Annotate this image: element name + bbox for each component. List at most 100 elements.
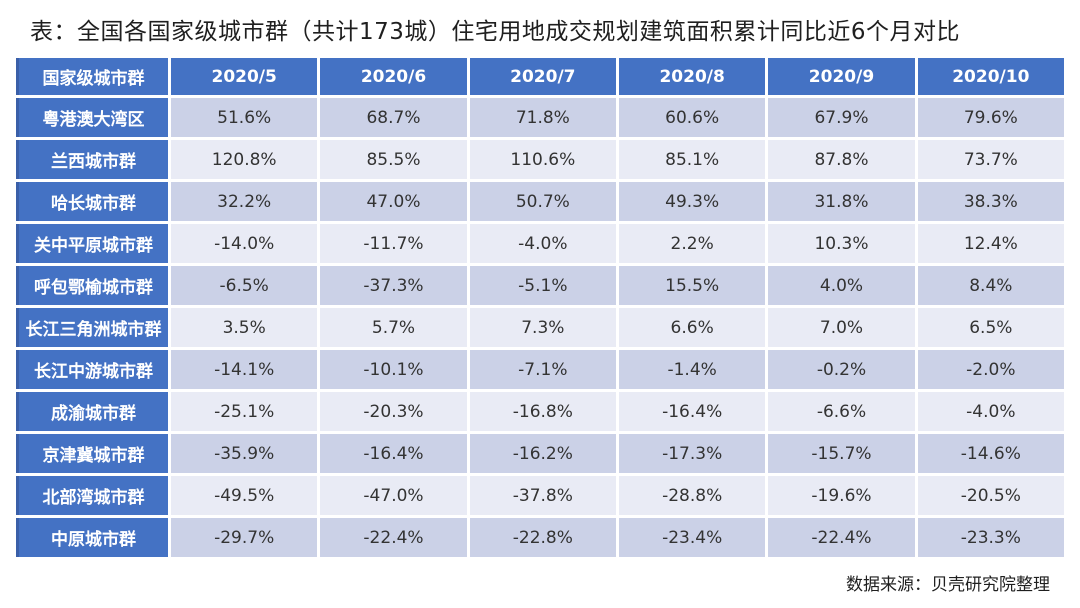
data-cell: -37.8% (469, 476, 616, 515)
data-cell: -25.1% (171, 392, 318, 431)
table-row: 成渝城市群 -25.1% -20.3% -16.8% -16.4% -6.6% -4.0% (16, 392, 1064, 431)
table-row: 长江三角洲城市群 3.5% 5.7% 7.3% 6.6% 7.0% 6.5% (16, 308, 1064, 347)
row-label: 中原城市群 (16, 518, 168, 557)
data-cell: 38.3% (917, 182, 1064, 221)
data-cell: -23.3% (917, 518, 1064, 557)
data-cell: -29.7% (171, 518, 318, 557)
data-cell: -20.5% (917, 476, 1064, 515)
data-cell: -17.3% (618, 434, 766, 473)
data-cell: -37.3% (320, 266, 467, 305)
data-cell: -20.3% (320, 392, 467, 431)
data-cell: 60.6% (618, 98, 766, 137)
data-cell: 8.4% (917, 266, 1064, 305)
data-cell: -22.4% (320, 518, 467, 557)
data-cell: -10.1% (320, 350, 467, 389)
data-cell: 2.2% (618, 224, 766, 263)
data-cell: -15.7% (768, 434, 915, 473)
data-cell: 31.8% (768, 182, 915, 221)
data-cell: -4.0% (917, 392, 1064, 431)
table-header: 国家级城市群 2020/5 2020/6 2020/7 2020/8 2020/9 2020… (16, 58, 1064, 95)
header-cell-month: 2020/6 (320, 58, 467, 95)
data-cell: -16.2% (469, 434, 616, 473)
data-cell: -35.9% (171, 434, 318, 473)
data-cell: 51.6% (171, 98, 318, 137)
header-row: 国家级城市群 2020/5 2020/6 2020/7 2020/8 2020/9 2020… (16, 58, 1064, 95)
data-cell: 50.7% (469, 182, 616, 221)
data-cell: -28.8% (618, 476, 766, 515)
row-label: 长江中游城市群 (16, 350, 168, 389)
data-cell: 3.5% (171, 308, 318, 347)
table-row: 粤港澳大湾区 51.6% 68.7% 71.8% 60.6% 67.9% 79.6% (16, 98, 1064, 137)
data-cell: 4.0% (768, 266, 915, 305)
data-source-note: 数据来源：贝壳研究院整理 (846, 575, 1050, 595)
data-cell: 32.2% (171, 182, 318, 221)
header-cell-row-label: 国家级城市群 (16, 58, 168, 95)
data-cell: -16.4% (320, 434, 467, 473)
table-row: 关中平原城市群 -14.0% -11.7% -4.0% 2.2% 10.3% 12.4% (16, 224, 1064, 263)
data-cell: 6.6% (618, 308, 766, 347)
data-cell: -14.6% (917, 434, 1064, 473)
table-row: 哈长城市群 32.2% 47.0% 50.7% 49.3% 31.8% 38.3% (16, 182, 1064, 221)
data-cell: 15.5% (618, 266, 766, 305)
data-cell: 5.7% (320, 308, 467, 347)
data-cell: 68.7% (320, 98, 467, 137)
header-cell-month: 2020/8 (618, 58, 766, 95)
data-cell: -2.0% (917, 350, 1064, 389)
data-cell: -47.0% (320, 476, 467, 515)
data-cell: 79.6% (917, 98, 1064, 137)
data-cell: -6.6% (768, 392, 915, 431)
data-cell: 73.7% (917, 140, 1064, 179)
data-cell: -11.7% (320, 224, 467, 263)
data-cell: -6.5% (171, 266, 318, 305)
data-cell: -22.8% (469, 518, 616, 557)
data-cell: -1.4% (618, 350, 766, 389)
data-cell: -7.1% (469, 350, 616, 389)
data-cell: -0.2% (768, 350, 915, 389)
data-cell: -14.1% (171, 350, 318, 389)
table-row: 兰西城市群 120.8% 85.5% 110.6% 85.1% 87.8% 73.7% (16, 140, 1064, 179)
row-label: 粤港澳大湾区 (16, 98, 168, 137)
data-cell: 87.8% (768, 140, 915, 179)
data-cell: 71.8% (469, 98, 616, 137)
data-cell: 12.4% (917, 224, 1064, 263)
row-label: 关中平原城市群 (16, 224, 168, 263)
row-label: 京津冀城市群 (16, 434, 168, 473)
data-cell: 10.3% (768, 224, 915, 263)
header-cell-month: 2020/7 (469, 58, 616, 95)
data-cell: -16.4% (618, 392, 766, 431)
row-label: 呼包鄂榆城市群 (16, 266, 168, 305)
row-label: 成渝城市群 (16, 392, 168, 431)
row-label: 北部湾城市群 (16, 476, 168, 515)
header-cell-month: 2020/5 (171, 58, 318, 95)
data-cell: 49.3% (618, 182, 766, 221)
row-label: 兰西城市群 (16, 140, 168, 179)
data-cell: -49.5% (171, 476, 318, 515)
data-cell: -14.0% (171, 224, 318, 263)
table-row: 京津冀城市群 -35.9% -16.4% -16.2% -17.3% -15.7% -14.… (16, 434, 1064, 473)
table-row: 呼包鄂榆城市群 -6.5% -37.3% -5.1% 15.5% 4.0% 8.4% (16, 266, 1064, 305)
chart-title: 表：全国各国家级城市群（共计173城）住宅用地成交规划建筑面积累计同比近6个月对… (30, 19, 961, 45)
data-cell: 67.9% (768, 98, 915, 137)
data-cell: 6.5% (917, 308, 1064, 347)
data-cell: 120.8% (171, 140, 318, 179)
row-label: 哈长城市群 (16, 182, 168, 221)
data-cell: -16.8% (469, 392, 616, 431)
table-row: 北部湾城市群 -49.5% -47.0% -37.8% -28.8% -19.6% -20.… (16, 476, 1064, 515)
city-cluster-table: 国家级城市群 2020/5 2020/6 2020/7 2020/8 2020/9 2020… (13, 55, 1067, 560)
data-cell: -19.6% (768, 476, 915, 515)
table-row: 长江中游城市群 -14.1% -10.1% -7.1% -1.4% -0.2% -2.0% (16, 350, 1064, 389)
data-cell: 85.5% (320, 140, 467, 179)
data-cell: -22.4% (768, 518, 915, 557)
data-cell: 47.0% (320, 182, 467, 221)
data-cell: 110.6% (469, 140, 616, 179)
header-cell-month: 2020/10 (917, 58, 1064, 95)
data-cell: 7.3% (469, 308, 616, 347)
data-cell: -23.4% (618, 518, 766, 557)
table-body: 粤港澳大湾区 51.6% 68.7% 71.8% 60.6% 67.9% 79.6% 兰西城市… (16, 98, 1064, 557)
data-cell: -4.0% (469, 224, 616, 263)
table-row: 中原城市群 -29.7% -22.4% -22.8% -23.4% -22.4% -23.3… (16, 518, 1064, 557)
data-cell: -5.1% (469, 266, 616, 305)
row-label: 长江三角洲城市群 (16, 308, 168, 347)
data-cell: 85.1% (618, 140, 766, 179)
